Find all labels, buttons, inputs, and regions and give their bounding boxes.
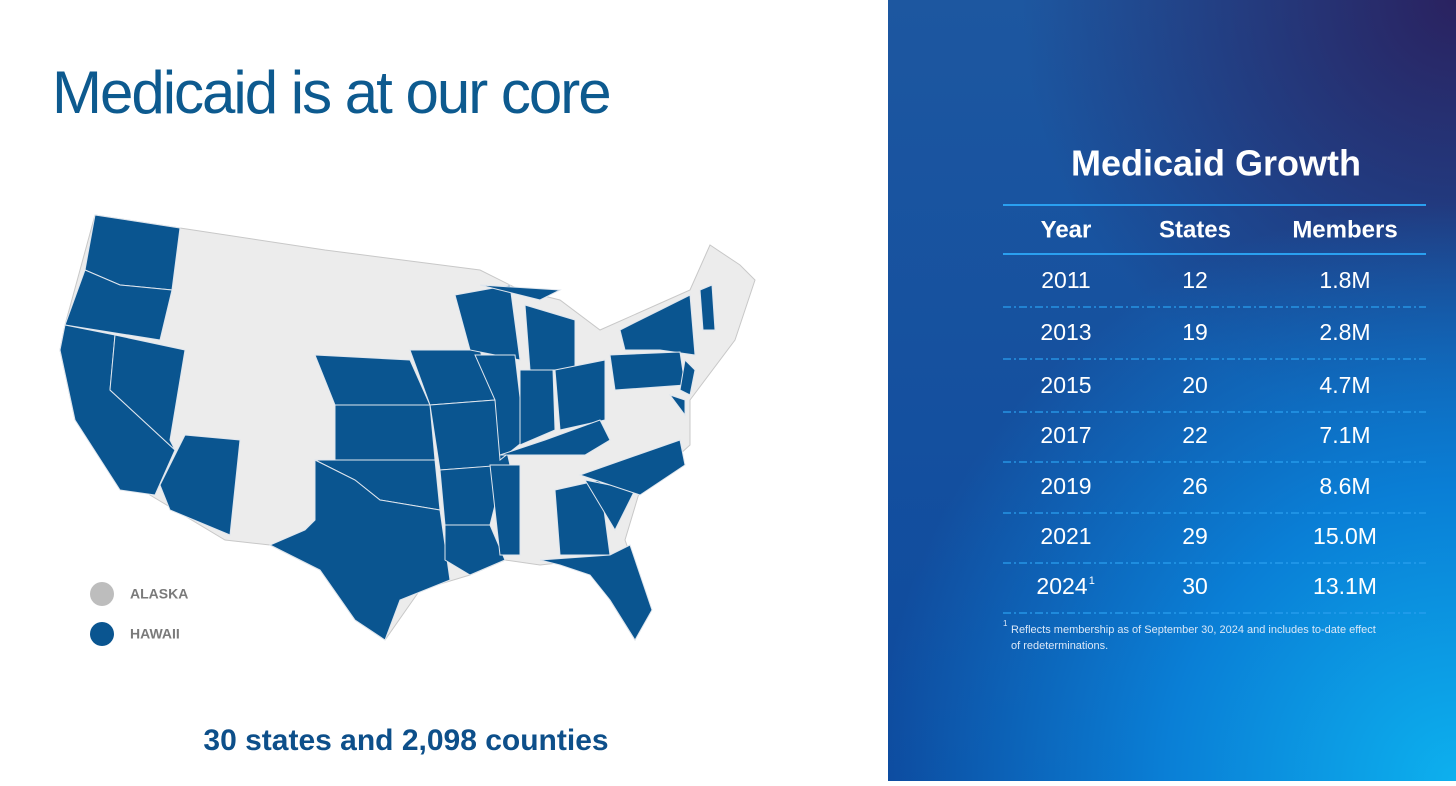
state: [578, 439, 686, 496]
table-cell: 19: [1182, 319, 1208, 345]
footnote-mark: 1: [1003, 619, 1008, 628]
state: [444, 524, 506, 576]
footnote-mark: 1: [1089, 575, 1095, 587]
legend-swatch: [90, 622, 114, 646]
right-panel: Medicaid Growth Year States Members 2011 12 1…: [888, 0, 1456, 781]
column-header: Members: [1292, 216, 1397, 243]
table-cell: 2015: [1040, 372, 1091, 398]
state: [699, 284, 716, 331]
table-cell: 7.1M: [1319, 422, 1370, 448]
table-cell: 1.8M: [1319, 267, 1370, 293]
us-map: ALASKA HAWAII: [59, 214, 756, 646]
table-cell: 30: [1182, 573, 1208, 599]
state: [109, 334, 186, 451]
footnote-text: of redeterminations.: [1011, 640, 1108, 652]
left-panel: Medicaid is at our core: [52, 59, 756, 757]
legend-label: ALASKA: [130, 586, 188, 602]
table-cell: 26: [1182, 473, 1208, 499]
table-cell: 2024: [1036, 573, 1087, 599]
state: [334, 404, 436, 461]
state: [619, 294, 696, 356]
medicaid-states: [59, 214, 716, 641]
state: [159, 434, 241, 536]
table-cell: 13.1M: [1313, 573, 1377, 599]
legend-label: HAWAII: [130, 626, 180, 642]
column-header: States: [1159, 216, 1231, 243]
state: [539, 544, 653, 641]
state: [668, 394, 686, 417]
state: [489, 464, 521, 556]
legend-swatch: [90, 582, 114, 606]
table-cell: 12: [1182, 267, 1208, 293]
map-caption: 30 states and 2,098 counties: [203, 724, 609, 757]
state: [474, 354, 526, 461]
table-cell: 2021: [1040, 523, 1091, 549]
table-cell: 2019: [1040, 473, 1091, 499]
table-cell: 8.6M: [1319, 473, 1370, 499]
state: [479, 284, 562, 301]
state: [499, 419, 611, 456]
table-cell: 2011: [1041, 267, 1090, 293]
state: [554, 359, 606, 431]
state: [268, 459, 451, 641]
table-cell: 2017: [1040, 422, 1091, 448]
footnote-text: Reflects membership as of September 30, …: [1011, 624, 1376, 636]
state: [679, 358, 696, 396]
table-cell: 4.7M: [1319, 372, 1370, 398]
state: [609, 351, 686, 391]
table-title: Medicaid Growth: [1071, 143, 1361, 184]
table-cell: 2013: [1040, 319, 1091, 345]
table-cell: 20: [1182, 372, 1208, 398]
table-cell: 22: [1182, 422, 1208, 448]
slide-title: Medicaid is at our core: [52, 59, 612, 126]
table-cell: 29: [1182, 523, 1208, 549]
column-header: Year: [1041, 216, 1092, 243]
table-cell: 2.8M: [1319, 319, 1370, 345]
table-cell: 15.0M: [1313, 523, 1377, 549]
state: [64, 269, 173, 341]
